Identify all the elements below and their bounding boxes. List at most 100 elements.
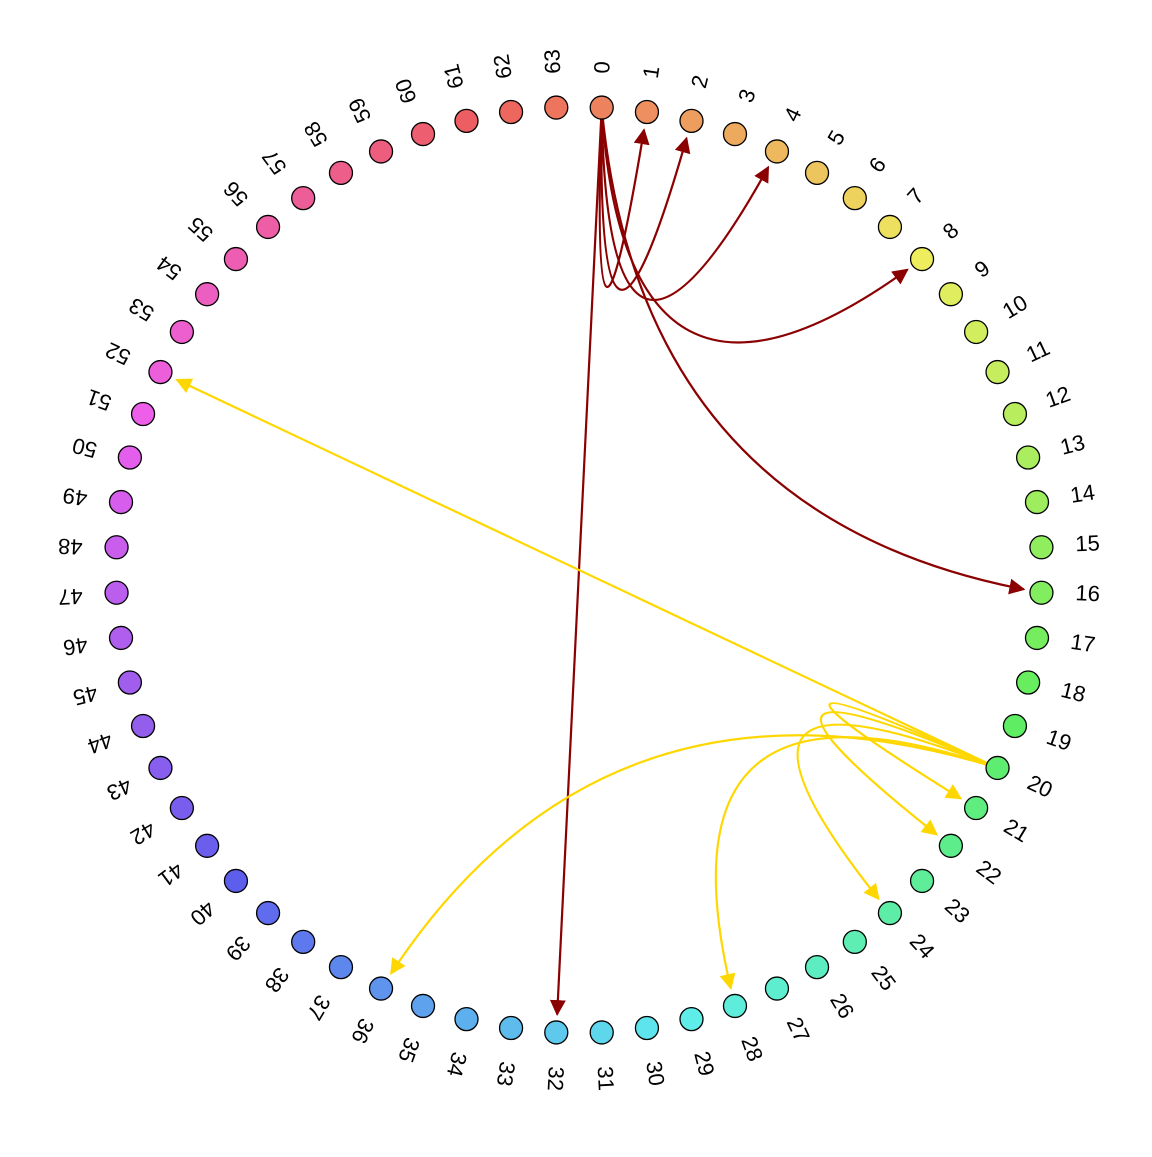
node-label: 59 [343, 94, 376, 127]
node-label: 46 [62, 632, 90, 660]
node [255, 900, 281, 926]
node [1029, 535, 1054, 560]
node-label: 13 [1058, 430, 1088, 460]
node-label: 15 [1075, 530, 1101, 556]
node [722, 993, 748, 1019]
node [1015, 445, 1041, 470]
nodes: 0 123456789101112131415161718192021222324… [57, 49, 1100, 1092]
node-label: 49 [61, 483, 89, 511]
node [368, 976, 394, 1001]
node-label: 22 [972, 855, 1007, 890]
node [368, 139, 394, 164]
node-label: 62 [488, 53, 516, 81]
node [985, 755, 1010, 781]
node [291, 929, 316, 955]
node [108, 625, 134, 651]
node [938, 282, 964, 307]
node-label: 47 [58, 584, 84, 610]
edge [549, 107, 603, 1017]
node-label: 35 [393, 1034, 425, 1065]
node [842, 185, 867, 211]
node-label: 12 [1042, 381, 1073, 413]
node [804, 160, 830, 186]
node [104, 580, 129, 605]
node [130, 713, 156, 739]
node-label: 55 [183, 212, 218, 247]
node-label: 34 [442, 1049, 472, 1079]
edge [819, 710, 998, 836]
edge [600, 107, 691, 291]
node-label: 21 [1000, 813, 1034, 847]
edge [175, 378, 999, 769]
node [223, 868, 249, 894]
node-label: 41 [154, 857, 189, 892]
node-label: 36 [346, 1015, 379, 1048]
node-label: 58 [299, 117, 333, 151]
node [169, 319, 195, 345]
edge [600, 107, 909, 344]
node-label: 57 [257, 145, 292, 180]
node [454, 1006, 479, 1032]
node-label: 29 [689, 1049, 719, 1079]
node-label: 14 [1069, 479, 1097, 507]
node-label: 33 [492, 1060, 520, 1088]
node [1024, 625, 1050, 651]
node-label: 2 [686, 73, 713, 91]
node [130, 401, 156, 427]
node [679, 1006, 704, 1032]
node-label: 39 [221, 931, 256, 966]
node [410, 993, 436, 1019]
node-label: 20 [1024, 770, 1057, 803]
node-label: 0 [589, 61, 615, 74]
node-label: 18 [1058, 677, 1088, 707]
node [1024, 489, 1050, 515]
node-label: 30 [641, 1060, 669, 1088]
node-label: 32 [543, 1066, 569, 1092]
edge [390, 734, 998, 975]
node-label: 61 [439, 62, 469, 92]
node-label: 8 [938, 217, 964, 244]
node-label: 40 [185, 896, 220, 931]
node [589, 95, 614, 120]
node-label: 25 [866, 961, 901, 996]
node-label: 37 [302, 991, 336, 1025]
node [1029, 580, 1054, 605]
node-label: 45 [71, 680, 101, 710]
node [589, 1020, 614, 1045]
node-label: 28 [736, 1033, 768, 1064]
node-label: 9 [970, 255, 995, 282]
node-label: 17 [1069, 629, 1097, 657]
node [634, 99, 660, 125]
node [328, 160, 354, 186]
node-label: 16 [1075, 580, 1101, 606]
node [117, 445, 143, 470]
node [909, 868, 935, 894]
node-label: 4 [779, 104, 807, 126]
node-label: 54 [152, 251, 187, 286]
node [410, 121, 436, 147]
node [764, 139, 790, 164]
node-label: 44 [84, 727, 115, 759]
node [842, 929, 867, 955]
node [255, 214, 281, 240]
node-label: 63 [539, 49, 565, 75]
node [938, 833, 964, 858]
node-label: 38 [260, 963, 295, 998]
node-label: 60 [390, 75, 422, 106]
node-label: 51 [83, 384, 114, 416]
node [722, 121, 748, 147]
node [223, 246, 249, 272]
node [544, 1020, 569, 1045]
node [804, 954, 830, 980]
node-label: 53 [124, 293, 158, 327]
edge [600, 107, 1026, 595]
node-label: 10 [998, 290, 1032, 324]
node [328, 954, 354, 980]
edge [828, 702, 999, 800]
node-label: 3 [733, 86, 761, 106]
node [104, 535, 129, 560]
node [117, 670, 143, 695]
node [909, 246, 935, 272]
node [985, 359, 1010, 385]
